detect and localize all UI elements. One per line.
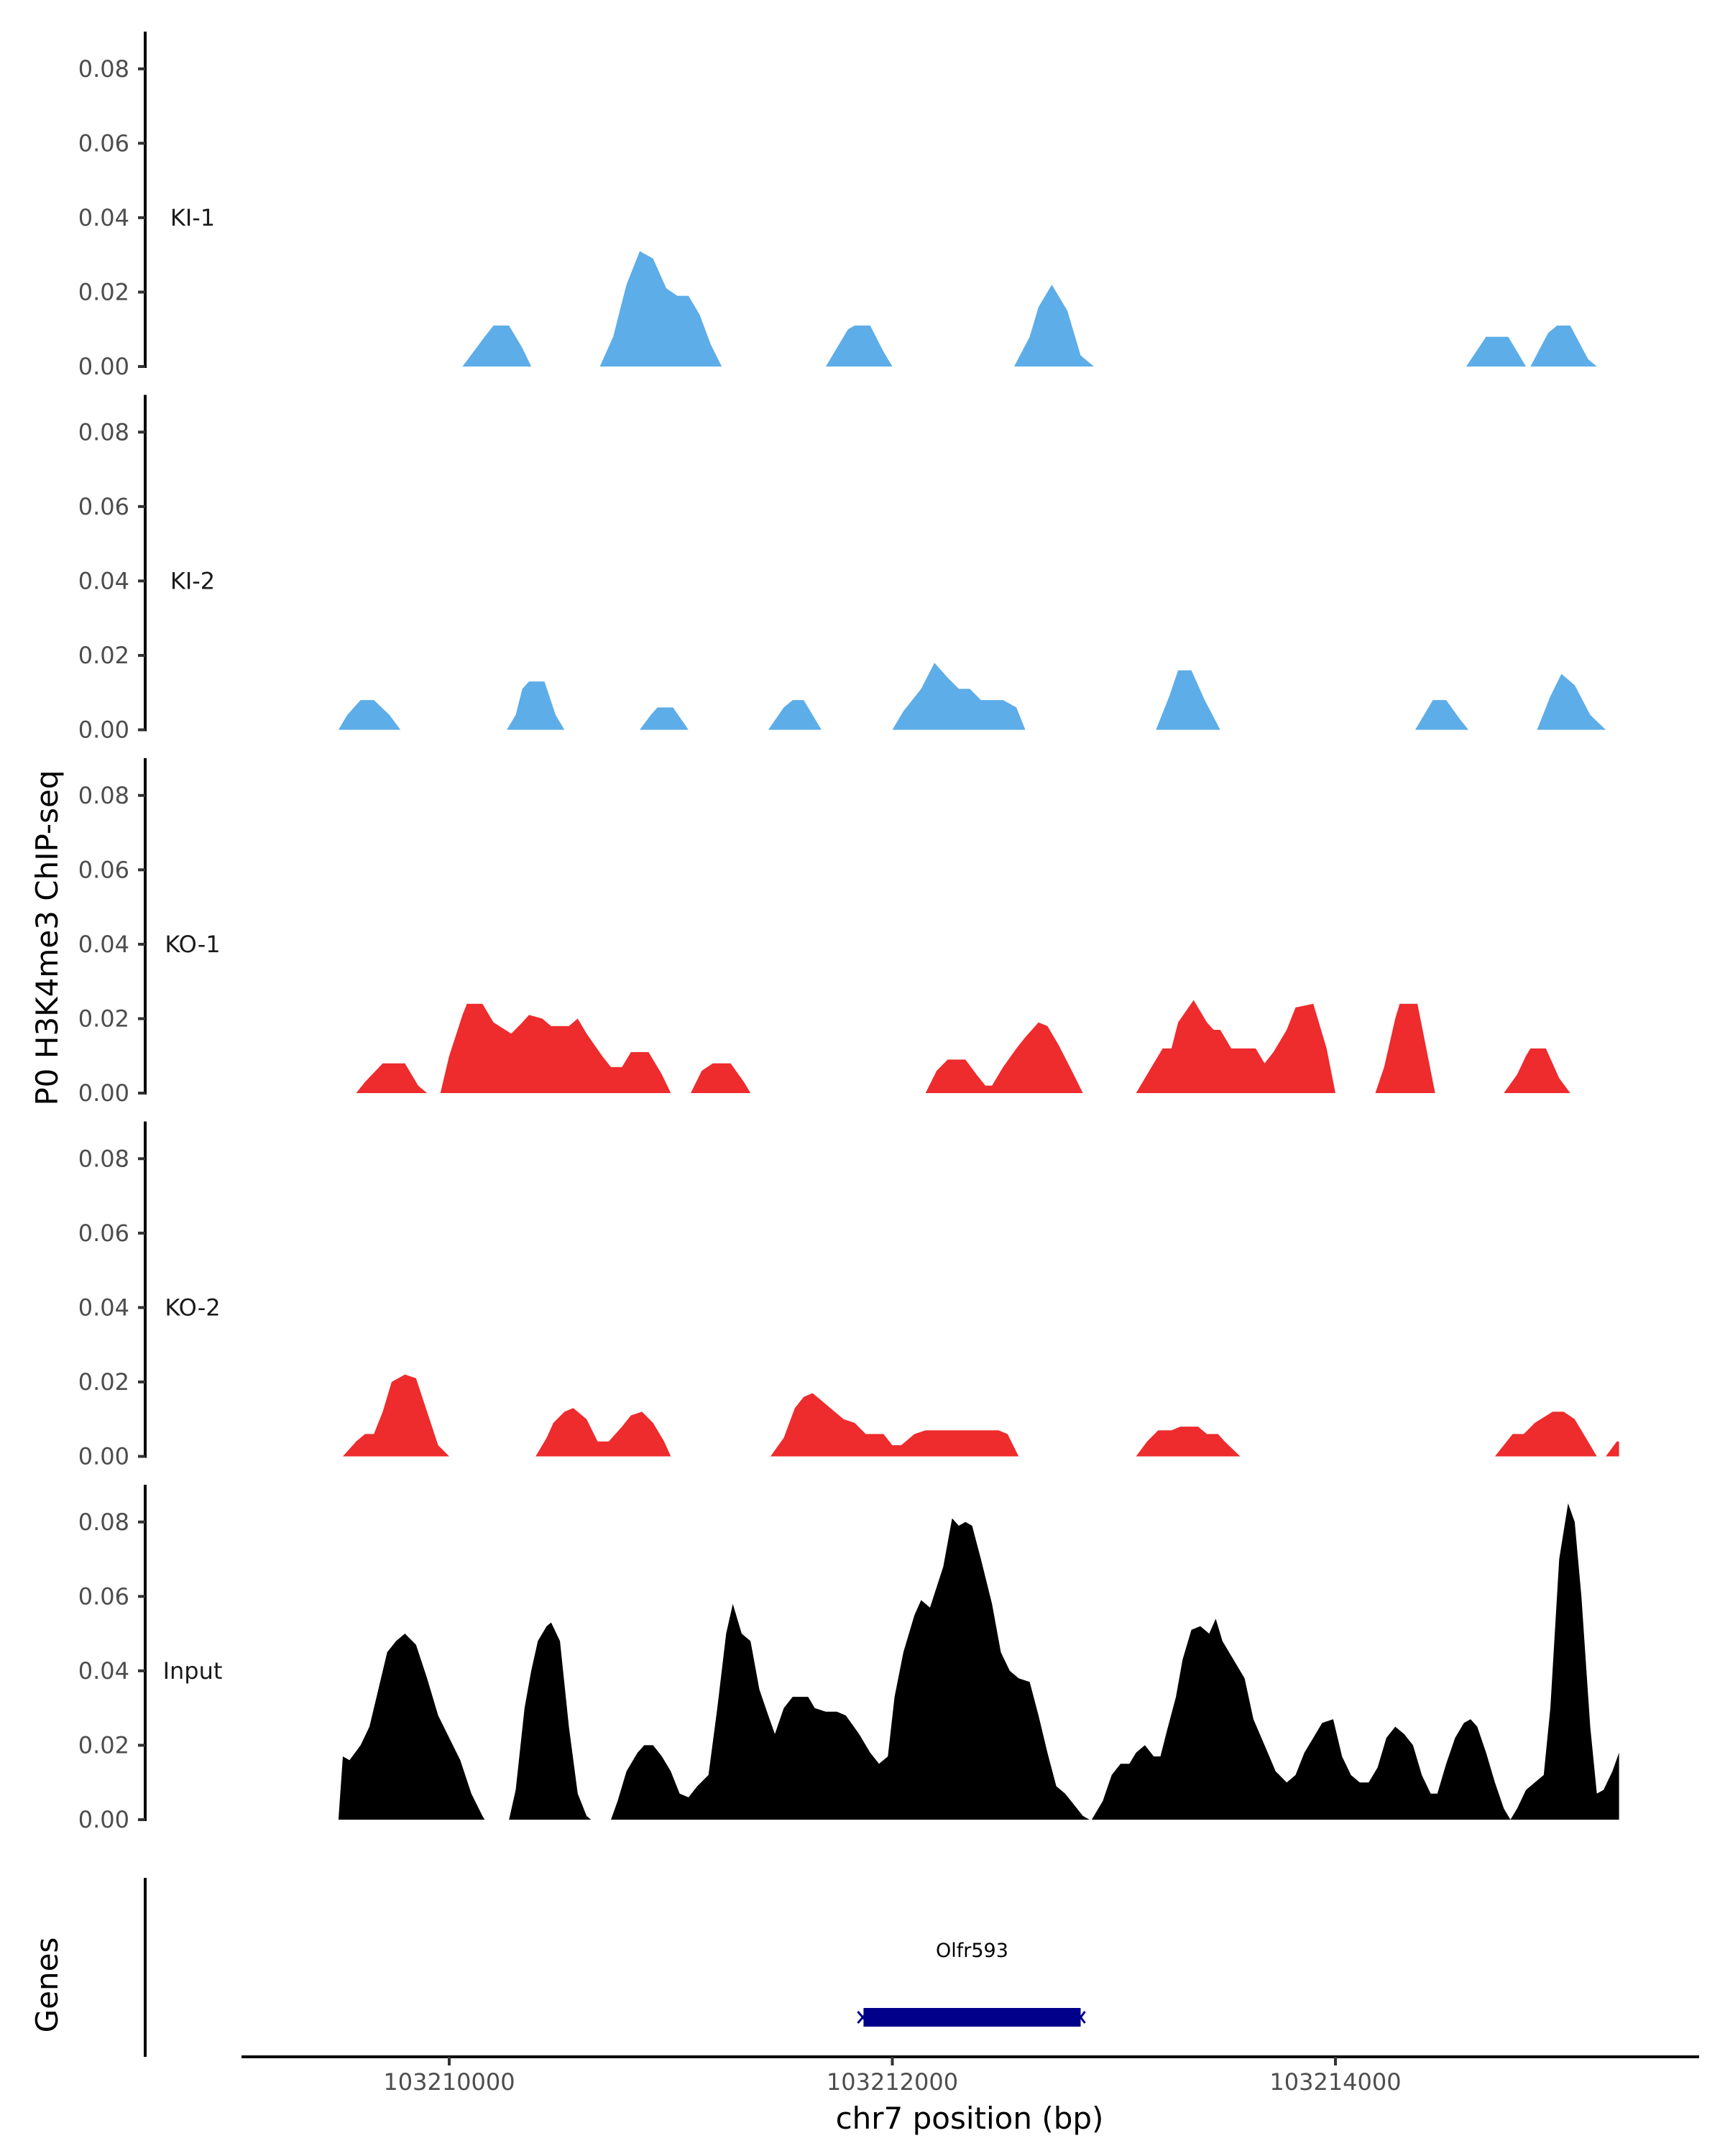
y-tick-label: 0.02 <box>78 1731 129 1759</box>
y-tick-label: 0.00 <box>78 717 129 744</box>
coverage-peak-ko-1-5 <box>1375 1003 1435 1093</box>
track-ki-1: 0.00 0.02 0.04 0.06 0.08 KI-1 <box>78 32 1597 380</box>
genes-axis-title: Genes <box>29 1938 65 2033</box>
gene-name-label: Olfr593 <box>936 1940 1008 1962</box>
track-name-label: KI-1 <box>170 204 215 231</box>
coverage-peak-ki-1-4 <box>1466 336 1527 367</box>
y-tick-label: 0.04 <box>78 204 129 231</box>
coverage-peak-ki-2-1 <box>507 681 565 730</box>
y-tick-label: 0.08 <box>78 418 129 446</box>
y-tick-label: 0.06 <box>78 856 129 883</box>
y-tick-label: 0.02 <box>78 1368 129 1396</box>
coverage-peak-ko-2-5 <box>1606 1441 1619 1457</box>
y-tick-label: 0.00 <box>78 353 129 380</box>
y-tick-label: 0.02 <box>78 1005 129 1032</box>
coverage-peak-ko-1-3 <box>925 1022 1083 1093</box>
coverage-peak-input-0 <box>338 1634 485 1820</box>
y-tick-label: 0.04 <box>78 1657 129 1685</box>
y-tick-label: 0.04 <box>78 931 129 958</box>
x-tick-label: 103214000 <box>1269 2068 1401 2096</box>
coverage-peak-ko-1-1 <box>440 1003 671 1093</box>
gene-strand-marker <box>857 2011 869 2024</box>
x-axis: 103210000 103212000 103214000 <box>383 2057 1402 2096</box>
coverage-peak-ko-1-6 <box>1504 1048 1570 1093</box>
coverage-peak-ki-2-0 <box>338 700 401 730</box>
coverage-peak-ki-2-2 <box>640 707 689 730</box>
y-tick-label: 0.00 <box>78 1079 129 1107</box>
coverage-peak-input-3 <box>1091 1503 1619 1820</box>
coverage-peak-ko-2-3 <box>1136 1427 1241 1457</box>
coverage-peak-input-2 <box>611 1518 1090 1820</box>
coverage-peak-ki-2-4 <box>892 663 1026 730</box>
y-tick-label: 0.00 <box>78 1443 129 1470</box>
coverage-peak-ki-2-3 <box>768 700 822 730</box>
track-name-label: KO-1 <box>165 931 220 958</box>
coverage-peak-ko-2-4 <box>1494 1411 1597 1457</box>
y-tick-label: 0.02 <box>78 642 129 669</box>
track-ko-1: 0.00 0.02 0.04 0.06 0.08 KO-1 <box>78 758 1570 1107</box>
coverage-peak-ki-1-0 <box>462 326 532 367</box>
track-ki-2: 0.00 0.02 0.04 0.06 0.08 KI-2 <box>78 395 1606 744</box>
y-tick-label: 0.06 <box>78 493 129 520</box>
y-tick-label: 0.08 <box>78 55 129 83</box>
y-tick-label: 0.06 <box>78 1220 129 1247</box>
coverage-peak-ki-1-1 <box>599 251 722 367</box>
y-tick-label: 0.08 <box>78 1145 129 1172</box>
y-tick-label: 0.00 <box>78 1806 129 1833</box>
track-ko-2: 0.00 0.02 0.04 0.06 0.08 KO-2 <box>78 1121 1619 1470</box>
coverage-peak-ki-2-6 <box>1415 700 1468 730</box>
x-axis-title: chr7 position (bp) <box>836 2101 1104 2136</box>
coverage-peak-ko-1-2 <box>691 1063 751 1093</box>
gene-body <box>863 2008 1081 2027</box>
coverage-peak-ko-1-4 <box>1136 1000 1335 1093</box>
track-name-label: Input <box>163 1657 223 1685</box>
x-tick-label: 103212000 <box>827 2068 958 2096</box>
coverage-peak-ki-2-5 <box>1156 670 1220 730</box>
coverage-peak-ko-2-2 <box>770 1393 1019 1457</box>
y-tick-label: 0.02 <box>78 278 129 305</box>
gene-track: Olfr593 <box>144 1878 1699 2058</box>
coverage-tracks: 0.00 0.02 0.04 0.06 0.08 KI-1 0.00 0.02 0.04 0.06… <box>78 32 1619 1833</box>
y-tick-label: 0.08 <box>78 1508 129 1536</box>
y-axis-title: P0 H3K4me3 ChIP-seq <box>29 770 65 1105</box>
coverage-peak-ki-1-5 <box>1530 326 1597 367</box>
coverage-peak-ko-2-1 <box>535 1408 671 1457</box>
coverage-peak-ki-2-7 <box>1537 673 1606 730</box>
y-tick-label: 0.06 <box>78 1583 129 1610</box>
coverage-peak-ko-2-0 <box>343 1374 449 1457</box>
y-tick-label: 0.08 <box>78 782 129 809</box>
track-input: 0.00 0.02 0.04 0.06 0.08 Input <box>78 1485 1619 1833</box>
coverage-peak-input-1 <box>509 1622 592 1820</box>
coverage-peak-ko-1-0 <box>356 1063 428 1093</box>
coverage-peak-ki-1-3 <box>1014 285 1094 367</box>
y-tick-label: 0.04 <box>78 1294 129 1321</box>
track-name-label: KO-2 <box>165 1294 220 1321</box>
coverage-peak-ki-1-2 <box>826 326 893 367</box>
gene-olfr593: Olfr593 <box>857 1940 1086 2027</box>
y-tick-label: 0.06 <box>78 129 129 157</box>
gene-end-marker <box>1075 2011 1086 2024</box>
x-tick-label: 103210000 <box>383 2068 515 2096</box>
track-name-label: KI-2 <box>170 567 215 594</box>
y-tick-label: 0.04 <box>78 567 129 594</box>
